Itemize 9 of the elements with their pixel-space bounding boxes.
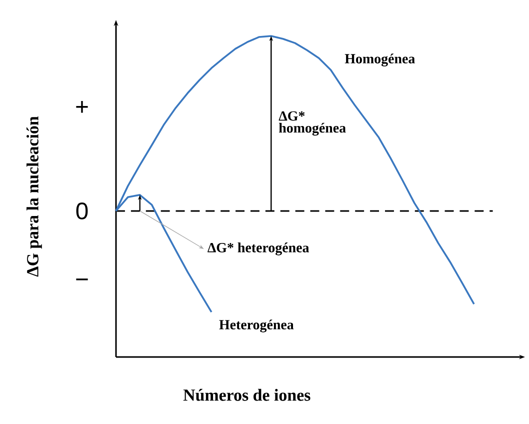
text: + [76, 101, 88, 113]
text: − [76, 278, 88, 280]
text: 0 [76, 202, 88, 220]
series-label: Homogénea [344, 54, 415, 66]
series-label: Heterogénea [219, 320, 294, 332]
y-axis-title: ΔG para la nucleación [26, 116, 42, 277]
x-axis-title: Números de iones [183, 388, 310, 401]
annotation: ΔG* heterogénea [208, 242, 310, 256]
annotation: ΔG* homogénea [278, 111, 346, 136]
